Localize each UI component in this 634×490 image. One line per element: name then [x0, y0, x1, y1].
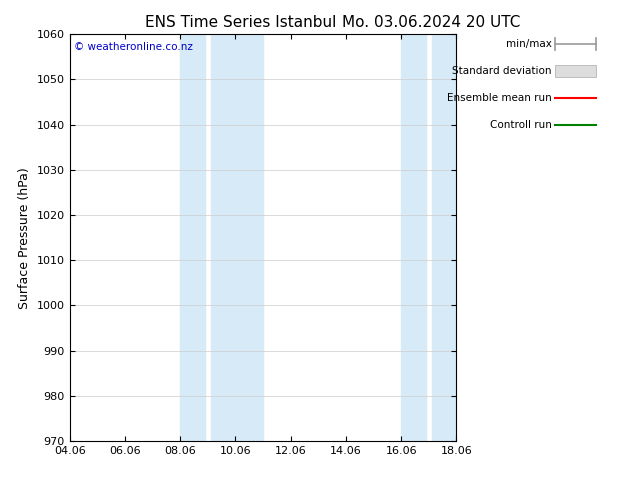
Bar	[180, 34, 205, 441]
Bar	[401, 34, 426, 441]
Text: © weatheronline.co.nz: © weatheronline.co.nz	[74, 43, 193, 52]
Bar	[432, 34, 484, 441]
Text: ENS Time Series Istanbul: ENS Time Series Istanbul	[145, 15, 337, 30]
Text: Controll run: Controll run	[489, 120, 552, 130]
Text: Mo. 03.06.2024 20 UTC: Mo. 03.06.2024 20 UTC	[342, 15, 521, 30]
Text: Ensemble mean run: Ensemble mean run	[447, 93, 552, 103]
Text: Standard deviation: Standard deviation	[452, 66, 552, 76]
Text: min/max: min/max	[506, 39, 552, 49]
Bar	[210, 34, 263, 441]
Y-axis label: Surface Pressure (hPa): Surface Pressure (hPa)	[18, 167, 31, 309]
